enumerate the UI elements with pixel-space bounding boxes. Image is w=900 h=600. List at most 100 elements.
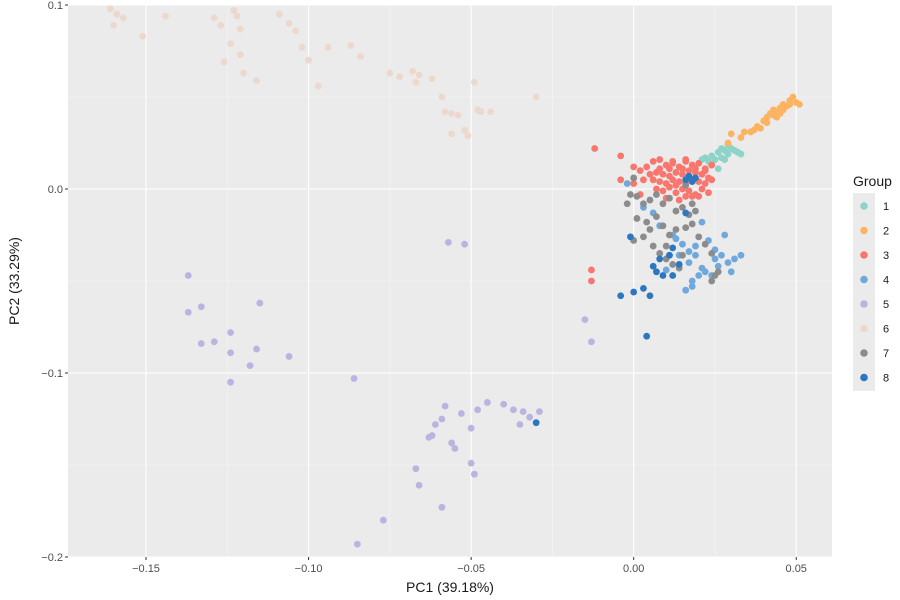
x-axis-ticks: −0.15 −0.10 −0.05 0.00 0.05 [132,557,807,575]
point-group-3 [685,167,693,175]
point-group-4 [711,255,719,263]
point-group-6 [448,110,456,117]
point-group-3 [630,163,638,171]
point-group-2 [724,139,732,147]
point-group-2 [763,119,771,127]
point-group-6 [253,77,260,84]
point-group-7 [633,192,641,200]
point-group-2 [779,106,787,114]
legend-label-group-8: 8 [883,373,889,385]
point-group-7 [682,181,690,189]
legend-items: 1 2 3 4 5 6 7 8 [860,201,889,385]
point-group-7 [669,261,677,268]
point-group-6 [347,42,355,49]
x-tick-label: 0.00 [623,563,644,575]
point-group-3 [591,145,599,152]
point-group-7 [630,174,638,182]
point-group-5 [415,481,423,489]
point-group-4 [737,251,745,259]
point-group-6 [227,40,234,48]
point-group-3 [695,159,703,167]
point-group-7 [682,224,690,232]
point-group-4 [672,235,680,243]
point-group-8 [630,288,638,296]
point-group-4 [662,266,670,274]
y-tick-label: 0.1 [48,0,63,12]
point-group-6 [139,32,147,40]
point-group-7 [701,240,709,248]
point-group-3 [656,178,664,186]
point-group-8 [532,419,540,427]
minor-gridlines [68,5,832,557]
x-tick-label: −0.10 [295,563,323,575]
point-group-4 [692,251,699,259]
point-group-6 [275,10,283,18]
point-group-3 [643,163,651,171]
x-tick-label: −0.15 [132,563,160,575]
point-group-5 [246,362,254,370]
point-group-2 [747,128,755,136]
point-group-5 [500,400,508,408]
point-group-7 [695,233,703,241]
legend-label-group-6: 6 [883,324,889,336]
point-group-5 [457,410,465,417]
point-group-3 [698,170,706,178]
point-group-4 [698,218,706,226]
point-group-7 [643,218,651,226]
point-group-5 [350,375,358,382]
point-group-3 [682,156,690,163]
point-group-7 [679,251,686,259]
point-group-7 [649,242,657,250]
point-group-3 [656,156,664,163]
point-group-5 [431,421,439,428]
point-group-7 [653,191,660,198]
point-group-3 [708,176,716,184]
point-group-3 [649,176,657,184]
legend-title: Group [853,173,892,189]
point-group-4 [679,240,686,248]
point-group-8 [649,262,657,270]
point-group-6 [305,56,312,64]
point-group-2 [757,124,764,132]
point-group-7 [656,250,664,257]
point-group-5 [588,338,595,346]
point-group-7 [627,191,634,198]
point-group-4 [685,259,693,266]
point-group-6 [113,10,121,18]
point-group-4 [714,262,722,270]
point-group-6 [409,67,417,75]
y-axis-ticks: −0.2 −0.1 0.0 0.1 [41,0,68,564]
point-group-6 [461,126,469,134]
point-group-3 [701,180,709,187]
point-group-6 [298,43,306,51]
point-group-5 [467,459,475,467]
point-group-4 [685,248,693,255]
point-group-6 [285,20,293,27]
point-group-7 [659,200,667,208]
legend-label-group-5: 5 [883,299,889,311]
point-group-6 [292,27,299,35]
legend-label-group-7: 7 [883,348,889,360]
point-group-6 [438,93,446,101]
point-group-1 [724,150,732,158]
point-group-7 [672,207,680,215]
point-group-3 [617,152,625,160]
point-group-4 [692,242,699,250]
legend-label-group-3: 3 [883,250,889,262]
point-group-8 [627,233,634,241]
point-group-4 [718,251,725,259]
point-group-5 [474,406,482,414]
point-group-7 [688,200,696,208]
point-group-5 [441,402,449,410]
point-group-3 [653,185,660,193]
point-group-4 [623,180,631,187]
point-group-5 [285,353,293,360]
point-group-5 [227,349,234,357]
point-group-7 [708,250,716,257]
point-group-6 [230,7,238,14]
point-group-6 [240,69,247,77]
point-group-2 [773,113,781,121]
point-group-5 [467,424,475,432]
point-group-3 [672,189,680,197]
point-group-3 [656,165,664,173]
